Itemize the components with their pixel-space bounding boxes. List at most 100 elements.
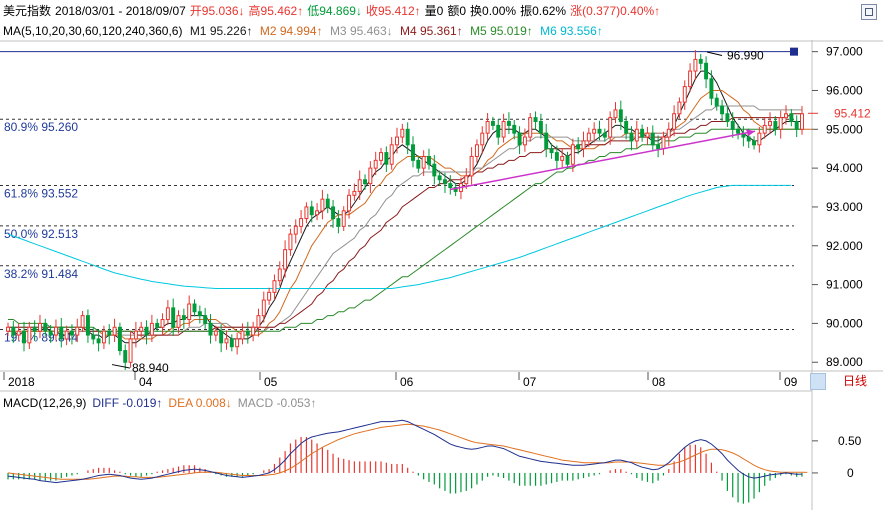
candle-body	[506, 121, 511, 126]
candle-body	[181, 315, 186, 321]
candle-body	[442, 179, 447, 185]
candle-body	[101, 330, 106, 344]
macd-legend: MACD(12,26,9) DIFF -0.019↑ DEA 0.008↓ MACD …	[3, 396, 322, 411]
macd-y-tick-label: 0	[847, 466, 854, 480]
candle-body	[490, 121, 495, 126]
scroll-button[interactable]	[810, 373, 826, 390]
candle-body	[752, 140, 757, 146]
candle-body	[469, 155, 474, 177]
candle-body	[85, 315, 90, 336]
candle-body	[336, 218, 341, 227]
x-tick-label: 05	[264, 375, 278, 389]
tab-daily[interactable]: 日线	[842, 374, 867, 388]
candle-body	[608, 117, 613, 138]
candle-body	[91, 334, 96, 340]
candle-body	[778, 117, 783, 130]
candle-body	[107, 330, 112, 336]
candle-body	[16, 330, 21, 336]
y-tick-label: 91.000	[826, 278, 863, 292]
y-tick-label: 96.000	[826, 83, 863, 97]
candle-body	[309, 206, 314, 216]
candle-body	[267, 291, 272, 301]
candle-body	[240, 330, 245, 340]
trend-arrow-icon	[746, 129, 755, 137]
candle-body	[283, 249, 288, 270]
candle-body	[59, 326, 64, 340]
candle-body	[485, 121, 490, 134]
ma-line-m1	[8, 70, 802, 344]
volume: 量0	[424, 4, 444, 18]
ma-line-m2	[8, 90, 813, 340]
macd-y-tick-label: 0.50	[838, 434, 862, 448]
ma-line-m3	[8, 105, 802, 336]
candle-body	[613, 109, 618, 119]
candle-body	[144, 326, 149, 336]
candle-body	[187, 303, 192, 321]
candle-body	[800, 113, 804, 130]
candle-body	[411, 144, 415, 161]
candle-body	[794, 121, 799, 130]
candle-body	[554, 152, 559, 161]
candle-body	[416, 159, 421, 169]
candle-body	[400, 128, 405, 138]
candle-body	[565, 155, 570, 165]
macd-value: MACD -0.053↑	[237, 396, 317, 410]
candle-body	[560, 155, 565, 161]
y-tick-label: 97.000	[826, 45, 863, 59]
candle-body	[155, 322, 160, 328]
high-pointer	[706, 51, 723, 57]
fib-level-label: 61.8% 93.552	[4, 187, 78, 201]
candle-body	[6, 326, 10, 332]
candle-body	[320, 198, 325, 212]
candle-body	[235, 338, 240, 348]
candle-body	[789, 113, 794, 123]
macd-dea: DEA 0.008↓	[168, 396, 232, 410]
candle-body	[437, 175, 442, 181]
candle-body	[368, 167, 373, 185]
y-tick-label: 92.000	[826, 239, 863, 253]
candle-body	[746, 136, 751, 142]
candle-body	[421, 155, 426, 169]
candle-body	[730, 121, 735, 130]
ma-params: MA(5,10,20,30,60,120,240,360,6)	[3, 24, 183, 38]
x-tick-label: 08	[652, 375, 666, 389]
x-tick-label: 04	[139, 375, 153, 389]
ma-m6: M6 93.556↑	[540, 24, 603, 38]
ma-line-m5	[8, 128, 802, 332]
high-label: 96.990	[727, 49, 764, 63]
candle-body	[229, 338, 234, 348]
candle-body	[357, 179, 362, 192]
candle-body	[208, 322, 213, 336]
candle-body	[293, 225, 298, 235]
candle-body	[517, 132, 522, 146]
price-info-bar: 美元指数 2018/03/01 - 2018/09/07 开95.036↓ 高95.4…	[3, 4, 664, 19]
macd-params: MACD(12,26,9)	[3, 396, 87, 410]
candle-body	[219, 330, 224, 344]
candle-body	[672, 113, 677, 130]
candle-body	[549, 148, 554, 154]
y-tick-label: 95.000	[826, 122, 863, 136]
candle-body	[69, 330, 74, 336]
close-price: 收95.412↑	[365, 4, 421, 18]
candle-body	[656, 144, 661, 150]
candle-body	[645, 132, 650, 138]
candle-body	[538, 121, 543, 134]
fib-level-label: 80.9% 95.260	[4, 120, 78, 134]
y-tick-label: 94.000	[826, 161, 863, 175]
maximize-icon[interactable]	[861, 4, 877, 20]
y-tick-label: 89.000	[826, 355, 863, 369]
candle-body	[149, 322, 154, 336]
candle-body	[570, 144, 575, 165]
candle-body	[640, 128, 645, 138]
amount: 额0	[447, 4, 467, 18]
macd-diff: DIFF -0.019↑	[92, 396, 163, 410]
candle-body	[165, 307, 170, 321]
candle-body	[123, 350, 128, 363]
candle-body	[448, 183, 453, 189]
candle-body	[395, 136, 399, 146]
ma-m4: M4 95.361↑	[400, 24, 463, 38]
change: 涨(0.377)0.40%↑	[570, 4, 661, 18]
ma-m3: M3 95.463↓	[329, 24, 393, 38]
ma-legend: MA(5,10,20,30,60,120,240,360,6) M1 95.22…	[3, 24, 607, 39]
candle-body	[363, 179, 368, 185]
